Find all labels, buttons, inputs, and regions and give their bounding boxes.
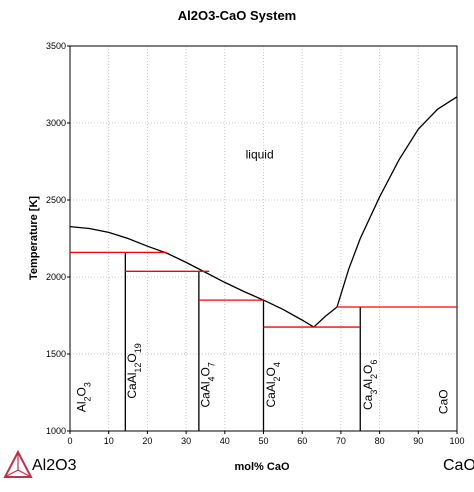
y-tick-label: 3500 bbox=[46, 41, 66, 51]
x-tick-label: 50 bbox=[258, 436, 268, 446]
y-tick-label: 1500 bbox=[46, 349, 66, 359]
x-tick-label: 0 bbox=[67, 436, 72, 446]
chart-title: Al2O3-CaO System bbox=[178, 8, 297, 23]
phase-label: CaAl2O4 bbox=[264, 362, 282, 407]
x-tick-label: 100 bbox=[449, 436, 464, 446]
phase-boundary bbox=[313, 96, 458, 328]
y-tick-label: 1000 bbox=[46, 426, 66, 436]
x-axis-label: mol% CaO bbox=[234, 461, 289, 473]
logo bbox=[3, 449, 33, 478]
x-tick-label: 40 bbox=[220, 436, 230, 446]
phase-label: CaAl4O7 bbox=[198, 362, 216, 407]
component-label: CaO bbox=[443, 457, 474, 474]
phase-label: CaO bbox=[436, 389, 450, 414]
x-tick-label: 20 bbox=[142, 436, 152, 446]
phase-label: Ca3Al2O6 bbox=[361, 360, 379, 410]
component-label: Al2O3 bbox=[32, 457, 77, 474]
region-label: liquid bbox=[246, 147, 274, 161]
x-tick-label: 90 bbox=[413, 436, 423, 446]
x-tick-label: 30 bbox=[181, 436, 191, 446]
x-tick-label: 80 bbox=[375, 436, 385, 446]
phase-boundary bbox=[69, 225, 315, 328]
phase-label: Al2O3 bbox=[74, 382, 92, 412]
x-tick-label: 70 bbox=[336, 436, 346, 446]
phase-label: CaAl12O19 bbox=[125, 343, 143, 398]
y-tick-label: 2500 bbox=[46, 195, 66, 205]
y-tick-label: 3000 bbox=[46, 118, 66, 128]
x-tick-label: 10 bbox=[104, 436, 114, 446]
y-axis-label: Temperature [K] bbox=[28, 196, 40, 280]
x-tick-label: 60 bbox=[297, 436, 307, 446]
y-tick-label: 2000 bbox=[46, 272, 66, 282]
